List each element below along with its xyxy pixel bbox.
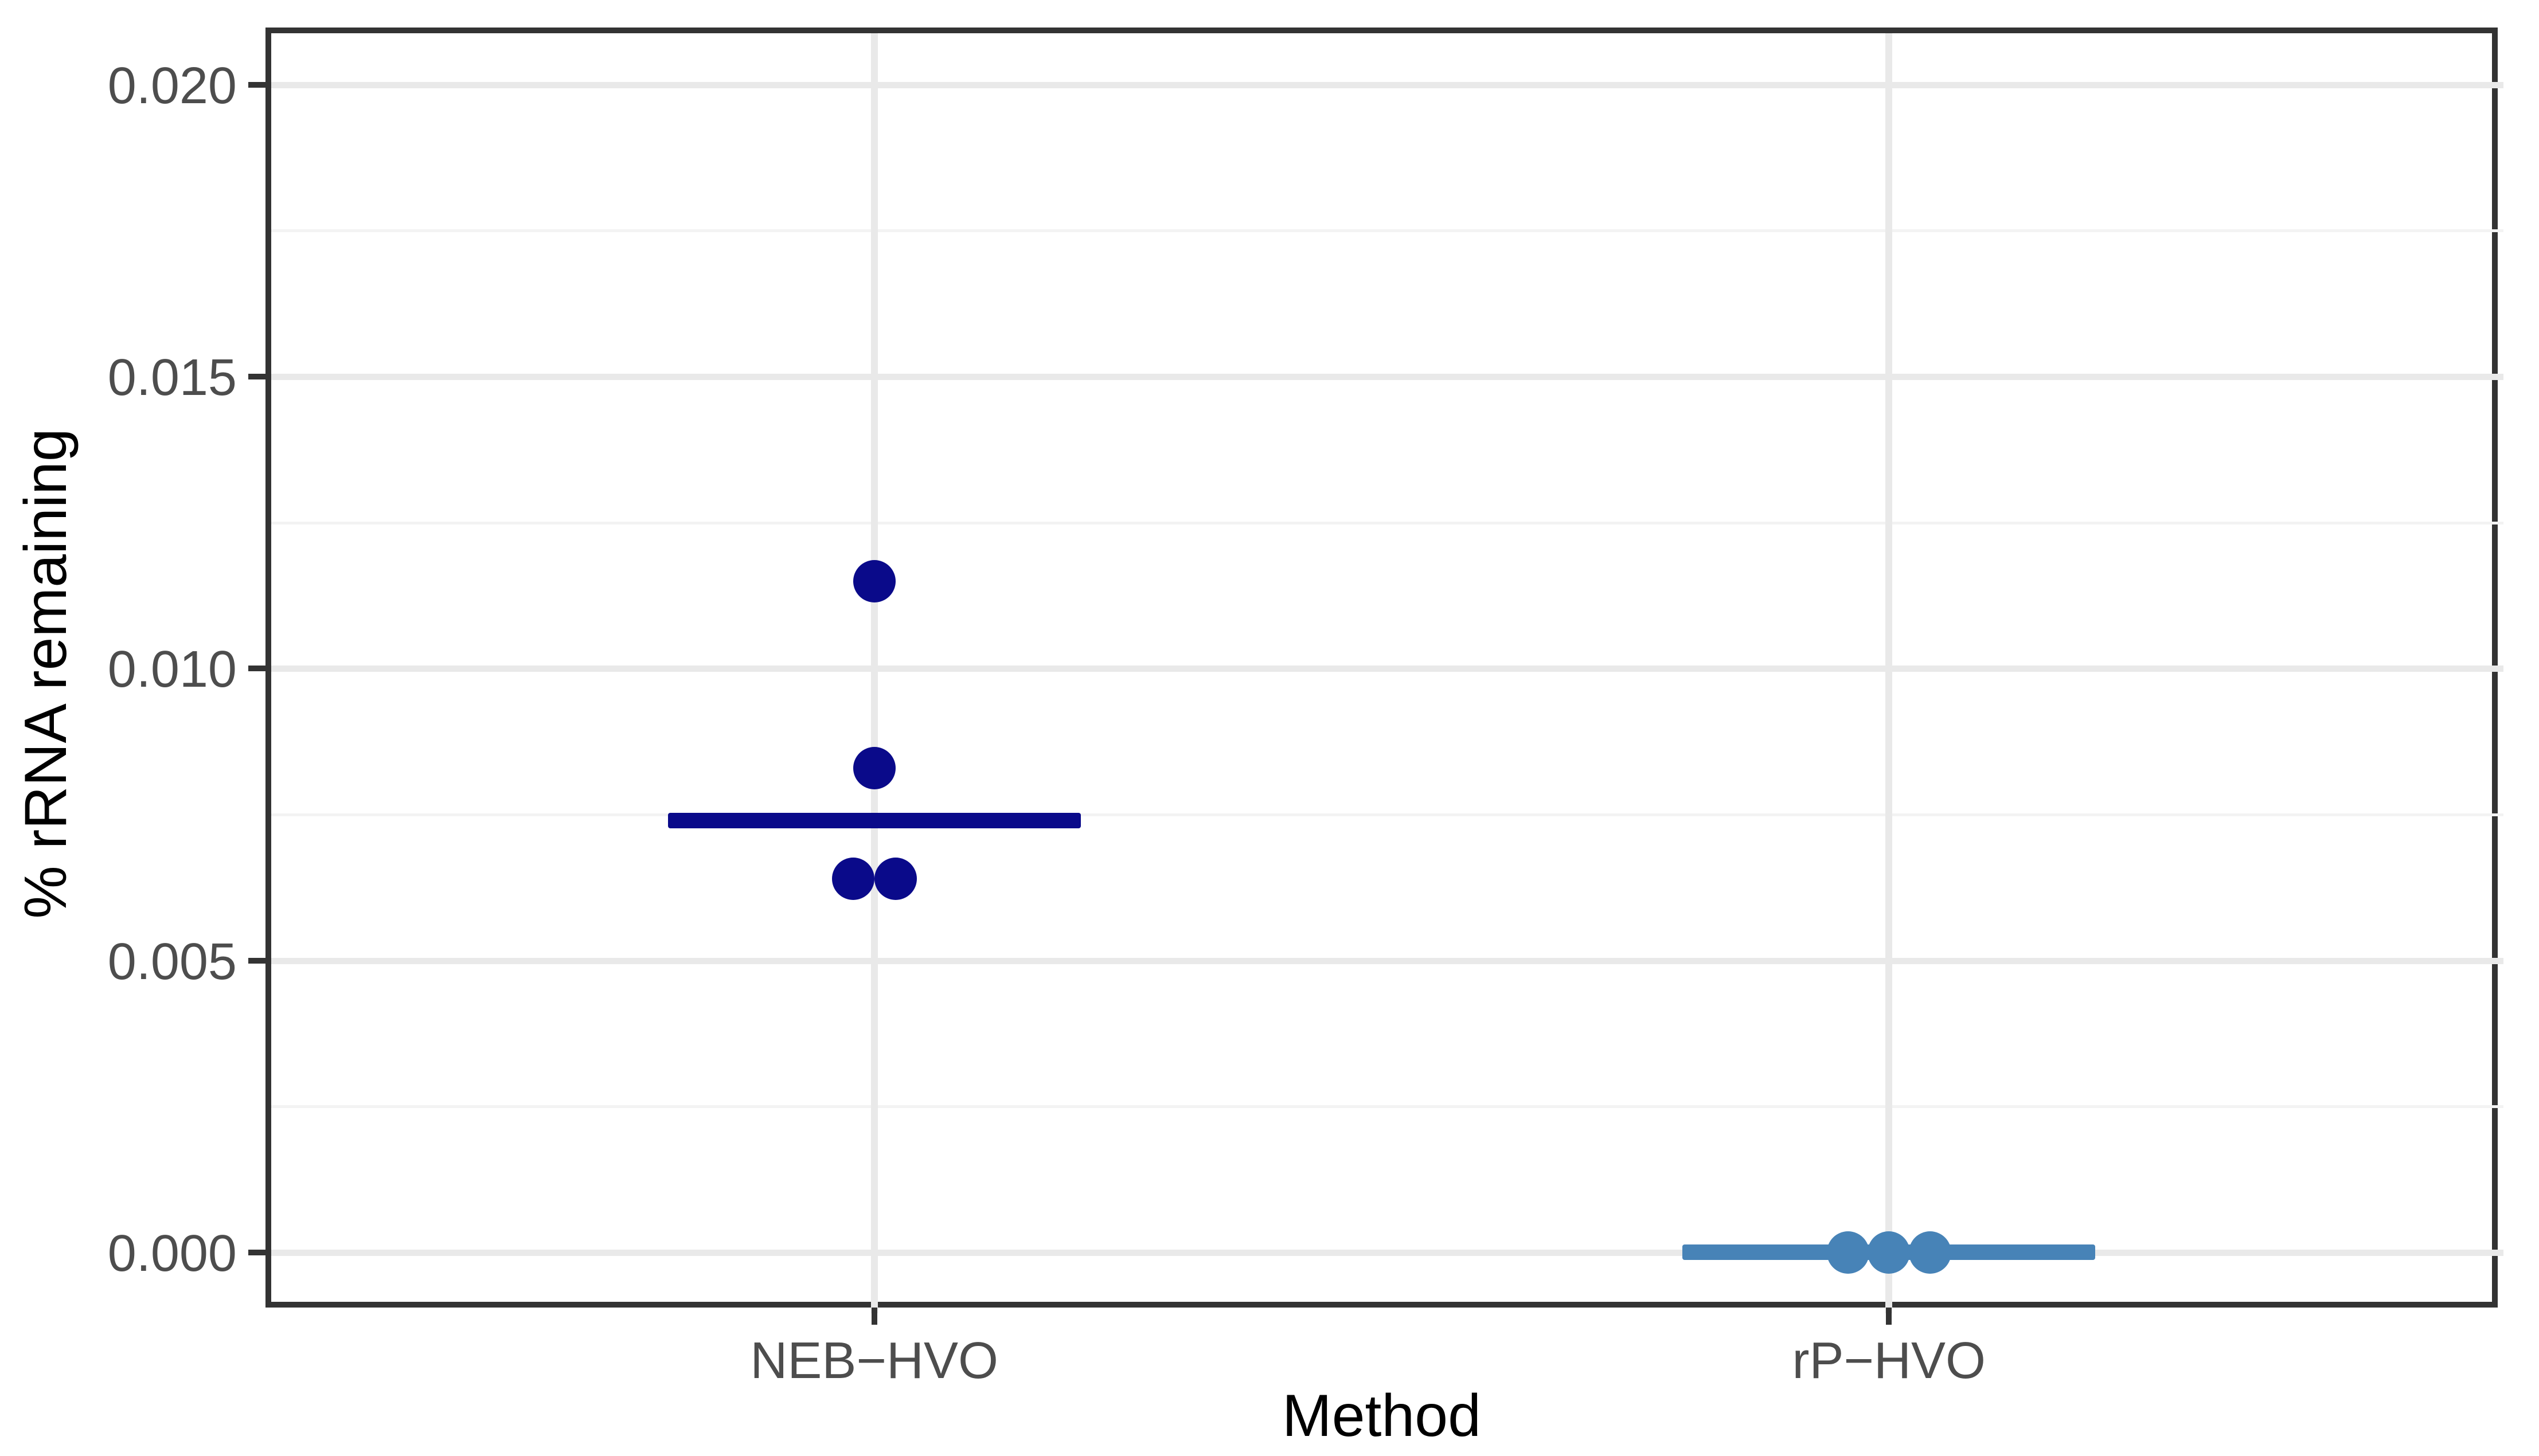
y-tick-label: 0.005	[107, 933, 237, 991]
y-tick-mark	[248, 1249, 265, 1255]
y-tick-label: 0.000	[107, 1224, 237, 1282]
y-tick-label: 0.015	[107, 349, 237, 407]
data-point	[1908, 1231, 1951, 1274]
major-gridline-y	[271, 666, 2503, 672]
data-point	[1868, 1231, 1911, 1274]
data-point	[1827, 1231, 1870, 1274]
minor-gridline-y	[271, 1105, 2503, 1109]
major-gridline-x	[870, 33, 878, 1313]
data-point	[874, 858, 917, 901]
x-tick-mark	[1886, 1308, 1892, 1325]
plot-panel	[265, 28, 2503, 1313]
major-gridline-y	[271, 81, 2503, 88]
x-axis-title: Method	[1282, 1383, 1481, 1449]
data-point	[831, 858, 874, 901]
minor-gridline-y	[271, 813, 2503, 817]
major-gridline-x	[1885, 33, 1893, 1313]
minor-gridline-y	[271, 521, 2503, 525]
y-tick-mark	[248, 666, 265, 672]
y-tick-label: 0.020	[107, 57, 237, 115]
x-tick-label: rP−HVO	[1792, 1332, 1986, 1390]
major-gridline-y	[271, 1249, 2503, 1256]
x-tick-mark	[871, 1308, 877, 1325]
y-tick-mark	[248, 957, 265, 964]
minor-gridline-y	[271, 229, 2503, 233]
y-tick-mark	[248, 81, 265, 88]
major-gridline-y	[271, 374, 2503, 381]
data-point	[853, 559, 896, 602]
x-tick-label: NEB−HVO	[750, 1332, 999, 1390]
y-tick-label: 0.010	[107, 641, 237, 699]
y-tick-mark	[248, 374, 265, 380]
major-gridline-y	[271, 957, 2503, 964]
data-point	[853, 746, 896, 789]
median-line	[667, 812, 1081, 828]
